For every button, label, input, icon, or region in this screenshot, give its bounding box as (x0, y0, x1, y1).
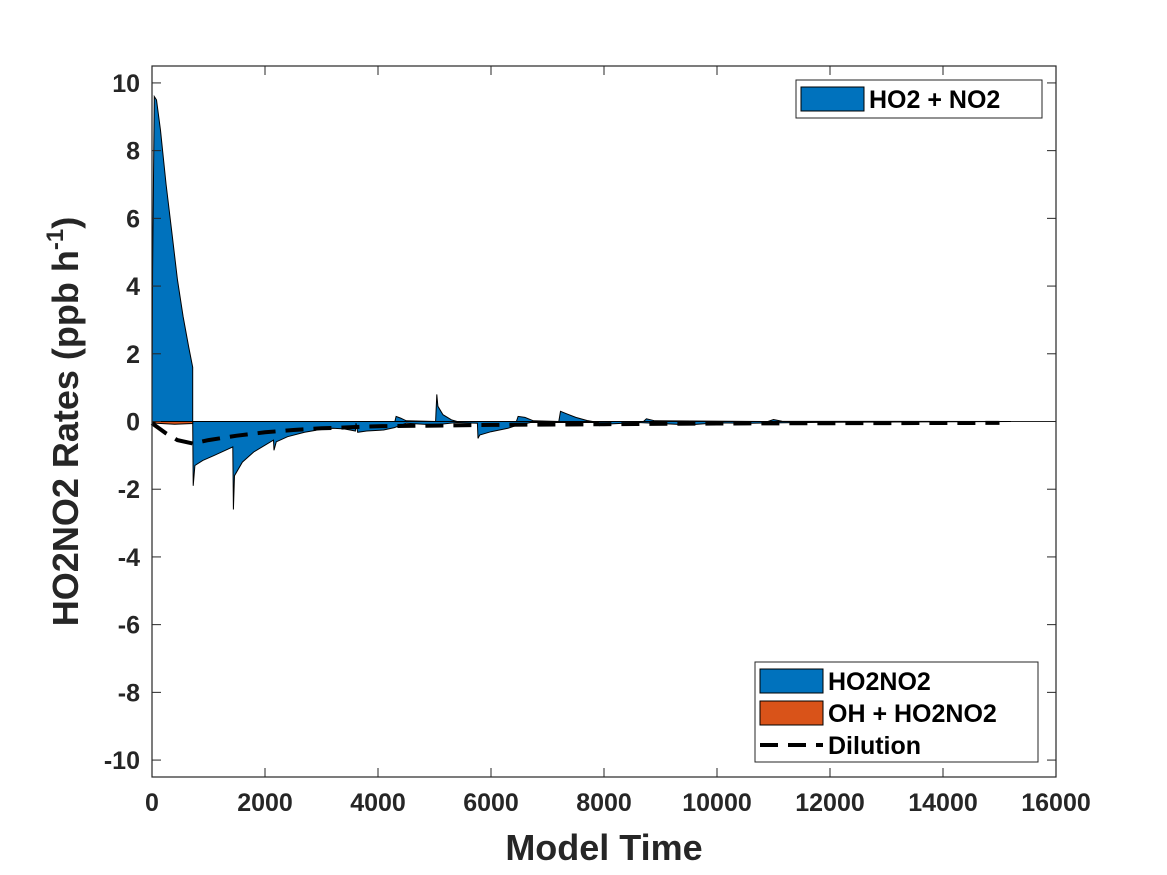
legend-label-oh-ho2no2: OH + HO2NO2 (828, 700, 997, 728)
legend-swatch-ho2-no2 (800, 86, 865, 112)
y-axis-title-sup: -1 (42, 229, 69, 250)
y-tick-label: 4 (126, 273, 140, 301)
y-tick-label: -10 (104, 747, 140, 775)
y-axis-title-close: ) (45, 217, 86, 229)
series-ho2no2-area (152, 421, 1011, 510)
y-tick-label: 8 (126, 138, 140, 166)
legend-swatch-ho2no2 (759, 668, 824, 694)
plot-area (150, 94, 1056, 510)
axis-ticks: 0 2000 4000 6000 8000 10000 12000 14000 16000 -10… (104, 66, 1091, 817)
legend-label-dilution: Dilution (828, 732, 921, 760)
x-tick-label: 16000 (1021, 789, 1091, 817)
y-tick-label: -8 (118, 679, 140, 707)
y-tick-label: -6 (118, 612, 140, 640)
x-tick-label: 0 (145, 789, 159, 817)
x-tick-label: 10000 (682, 789, 752, 817)
y-tick-label: 0 (126, 409, 140, 437)
x-tick-label: 4000 (350, 789, 406, 817)
series-dilution-line (150, 420, 1000, 446)
series-ho2-no2-area (151, 94, 1011, 423)
legend-bottom-right: HO2NO2 OH + HO2NO2 Dilution (754, 661, 1039, 763)
x-tick-label: 2000 (237, 789, 293, 817)
legend-top-right: HO2 + NO2 (795, 79, 1043, 119)
y-axis-title-main: HO2NO2 Rates (ppb h (45, 250, 86, 626)
y-tick-label: -4 (118, 544, 140, 572)
y-tick-label: 10 (112, 70, 140, 98)
legend-box (795, 79, 1043, 119)
x-tick-label: 8000 (576, 789, 632, 817)
y-tick-label: -2 (118, 476, 140, 504)
x-axis-title: Model Time (505, 827, 702, 868)
y-tick-label: 2 (126, 341, 140, 369)
legend-swatch-oh-ho2no2 (759, 700, 824, 726)
y-axis-title: HO2NO2 Rates (ppb h-1) (42, 217, 86, 626)
x-tick-label: 14000 (908, 789, 978, 817)
legend-label-ho2-no2: HO2 + NO2 (869, 86, 1000, 114)
legends: HO2 + NO2 HO2NO2 OH + HO2NO2 Dilution (754, 79, 1043, 763)
x-tick-label: 12000 (795, 789, 865, 817)
x-tick-label: 6000 (463, 789, 519, 817)
series-oh-ho2no2-area (151, 421, 194, 425)
y-tick-label: 6 (126, 205, 140, 233)
legend-label-ho2no2: HO2NO2 (828, 668, 931, 696)
